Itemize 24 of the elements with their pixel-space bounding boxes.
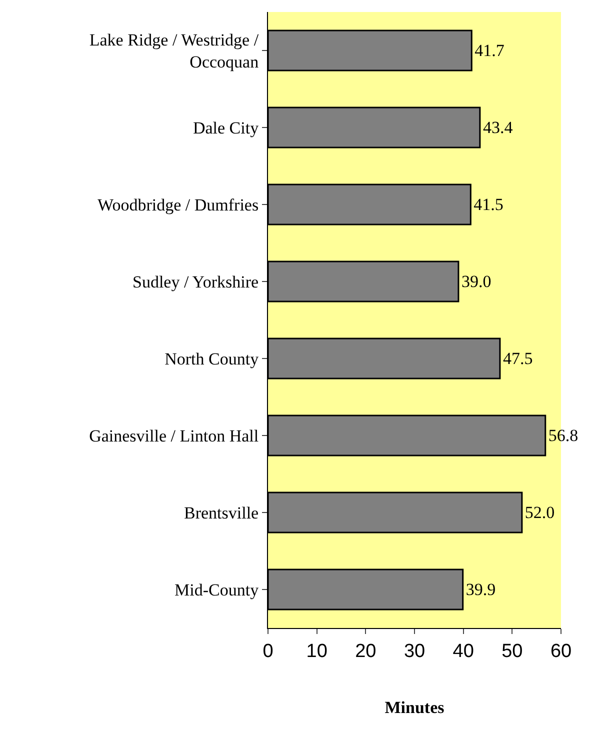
data-label: 52.0: [524, 503, 555, 522]
data-label: 39.9: [466, 580, 496, 599]
y-tick-label: Dale City: [192, 118, 260, 138]
x-tick-label: 20: [355, 640, 376, 662]
x-tick-label: 0: [262, 640, 274, 662]
data-label: 41.7: [474, 41, 505, 60]
x-tick-label: 50: [502, 640, 523, 662]
x-tick-label: 30: [404, 640, 426, 662]
y-tick-label: North County: [164, 349, 260, 368]
y-tick-label: Woodbridge / Dumfries: [98, 195, 259, 214]
x-tick-label: 60: [550, 640, 572, 662]
x-axis-title: Minutes: [384, 698, 445, 718]
y-tick-label: Sudley / Yorkshire: [132, 272, 259, 292]
x-tick-label: 40: [452, 640, 474, 662]
data-label: 41.5: [474, 195, 504, 214]
data-label: 56.8: [548, 426, 578, 445]
x-tick-label: 10: [306, 640, 328, 662]
data-label: 47.5: [502, 349, 533, 368]
data-label: 43.4: [482, 118, 514, 137]
y-tick-label: Mid-County: [174, 580, 260, 600]
y-tick-label: Lake Ridge / Westridge / Occoquan: [89, 30, 260, 72]
data-label: 39.0: [461, 272, 492, 291]
y-tick-label: Gainesville / Linton Hall: [89, 426, 259, 446]
y-tick-label: Brentsville: [184, 503, 259, 522]
